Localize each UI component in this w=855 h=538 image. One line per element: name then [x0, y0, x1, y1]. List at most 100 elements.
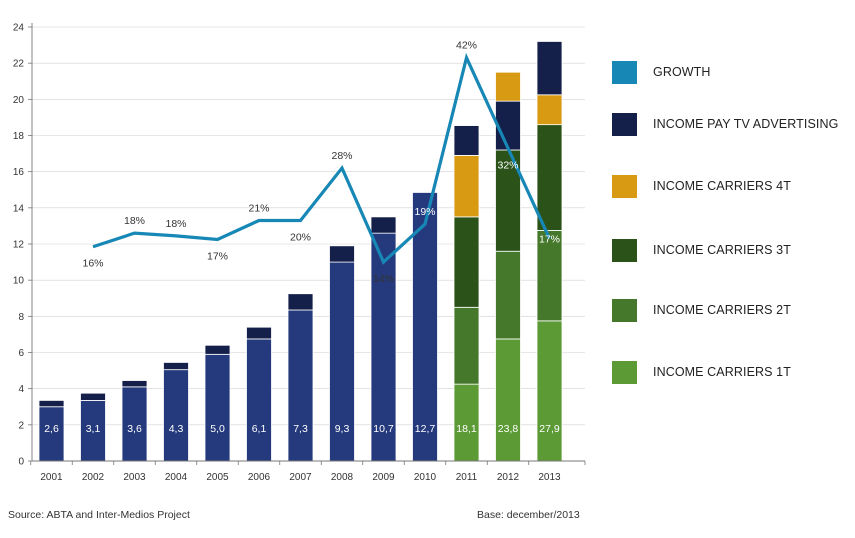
legend-swatch-pay-tv-advertising — [612, 112, 637, 136]
bar-value-label: 23,8 — [498, 423, 519, 435]
legend-item-pay-tv-advertising: INCOME PAY TV ADVERTISING — [612, 112, 838, 136]
x-tick-label: 2001 — [40, 472, 63, 483]
x-tick-label: 2005 — [206, 472, 229, 483]
bar-segment — [495, 338, 521, 462]
data-labels: 2,6 3,1 3,6 4,3 5,0 6,1 7,3 9,3 10,7 12,7 18,1 23,8… — [44, 40, 560, 435]
legend-swatch-carriers-1t — [612, 360, 637, 384]
growth-value-label: 14% — [373, 273, 394, 285]
bar-segment — [536, 320, 563, 462]
y-tick-label: 2 — [18, 420, 24, 431]
y-tick-label: 22 — [13, 59, 25, 70]
bar-value-label: 12,7 — [415, 423, 436, 435]
bar-value-label: 3,1 — [86, 423, 101, 435]
bar-value-label: 3,6 — [127, 423, 142, 435]
bar-value-label: 27,9 — [539, 423, 560, 435]
growth-value-label: 16% — [82, 258, 103, 270]
bar-segment — [163, 362, 189, 371]
legend-item-carriers-3t: INCOME CARRIERS 3T — [612, 238, 791, 262]
legend-swatch-carriers-2t — [612, 298, 637, 322]
bar-segment — [121, 380, 148, 388]
legend-label-carriers-1t: INCOME CARRIERS 1T — [653, 365, 791, 379]
bar-segment — [536, 94, 563, 126]
x-tick-label: 2003 — [123, 472, 146, 483]
y-tick-label: 16 — [13, 167, 25, 178]
legend-item-growth: GROWTH — [612, 60, 711, 84]
growth-value-label: 18% — [124, 215, 145, 227]
legend-item-carriers-4t: INCOME CARRIERS 4T — [612, 174, 791, 198]
bar-segment — [536, 124, 563, 231]
bar-value-label: 18,1 — [456, 423, 477, 435]
x-tick-label: 2010 — [414, 472, 437, 483]
legend-swatch-growth — [612, 60, 637, 84]
bar-segment — [495, 250, 521, 340]
legend-label-carriers-3t: INCOME CARRIERS 3T — [653, 243, 791, 257]
x-tick-label: 2008 — [331, 472, 354, 483]
bar-segment — [80, 392, 106, 401]
y-tick-label: 4 — [18, 384, 24, 395]
x-tick-label: 2004 — [165, 472, 188, 483]
bar-segment — [453, 306, 480, 385]
bar-value-label: 9,3 — [335, 423, 350, 435]
x-tick-label: 2013 — [538, 472, 561, 483]
bar-value-label: 4,3 — [169, 423, 184, 435]
y-tick-label: 20 — [13, 95, 25, 106]
bar-segment — [536, 41, 563, 96]
bar-segment — [453, 154, 480, 218]
growth-value-label: 20% — [290, 231, 311, 243]
bar-value-label: 5,0 — [210, 423, 225, 435]
growth-series-line — [92, 52, 551, 265]
y-tick-label: 6 — [18, 348, 24, 359]
y-tick-label: 10 — [13, 276, 25, 287]
x-tick-label: 2012 — [497, 472, 520, 483]
growth-value-label: 32% — [497, 159, 518, 171]
bar-segment — [453, 216, 480, 308]
bar-value-label: 6,1 — [252, 423, 267, 435]
growth-value-label: 17% — [539, 234, 560, 246]
bar-value-label: 7,3 — [293, 423, 308, 435]
base-note: Base: december/2013 — [477, 509, 580, 521]
bar-segment — [495, 71, 521, 102]
bar-segment — [453, 125, 480, 156]
y-tick-label: 24 — [13, 23, 25, 34]
bar-segment — [329, 245, 355, 263]
legend-label-pay-tv-advertising: INCOME PAY TV ADVERTISING — [653, 117, 839, 131]
bars — [38, 41, 563, 462]
bar-segment — [536, 230, 563, 322]
bar-segment — [204, 344, 231, 355]
x-tick-label: 2006 — [248, 472, 271, 483]
y-tick-label: 8 — [18, 312, 24, 323]
legend-item-carriers-2t: INCOME CARRIERS 2T — [612, 298, 791, 322]
x-tick-label: 2002 — [82, 472, 105, 483]
bar-segment — [38, 400, 65, 408]
bar-segment — [287, 309, 314, 462]
y-tick-label: 14 — [13, 203, 25, 214]
bar-segment — [246, 326, 272, 340]
growth-value-label: 42% — [456, 40, 477, 52]
growth-value-label: 28% — [331, 150, 352, 162]
y-tick-label: 18 — [13, 131, 25, 142]
growth-value-label: 21% — [248, 202, 269, 214]
legend-swatch-carriers-4t — [612, 174, 637, 198]
y-tick-label: 12 — [13, 240, 25, 251]
growth-value-label: 17% — [207, 250, 228, 262]
growth-value-label: 19% — [414, 206, 435, 218]
bar-segment — [163, 369, 189, 462]
bar-segment — [370, 216, 397, 234]
legend-label-growth: GROWTH — [653, 65, 711, 79]
bar-segment — [287, 293, 314, 311]
bar-segment — [246, 338, 272, 462]
bar-segment — [453, 383, 480, 462]
legend-item-carriers-1t: INCOME CARRIERS 1T — [612, 360, 791, 384]
bar-value-label: 2,6 — [44, 423, 59, 435]
bar-segment — [204, 353, 231, 462]
x-tick-label: 2011 — [456, 472, 478, 483]
x-tick-label: 2007 — [289, 472, 312, 483]
bar-segment — [38, 406, 65, 462]
legend-label-carriers-4t: INCOME CARRIERS 4T — [653, 179, 791, 193]
bar-value-label: 10,7 — [373, 423, 394, 435]
x-tick-label: 2009 — [372, 472, 395, 483]
source-note: Source: ABTA and Inter-Medios Project — [8, 509, 190, 521]
y-tick-label: 0 — [18, 457, 24, 468]
